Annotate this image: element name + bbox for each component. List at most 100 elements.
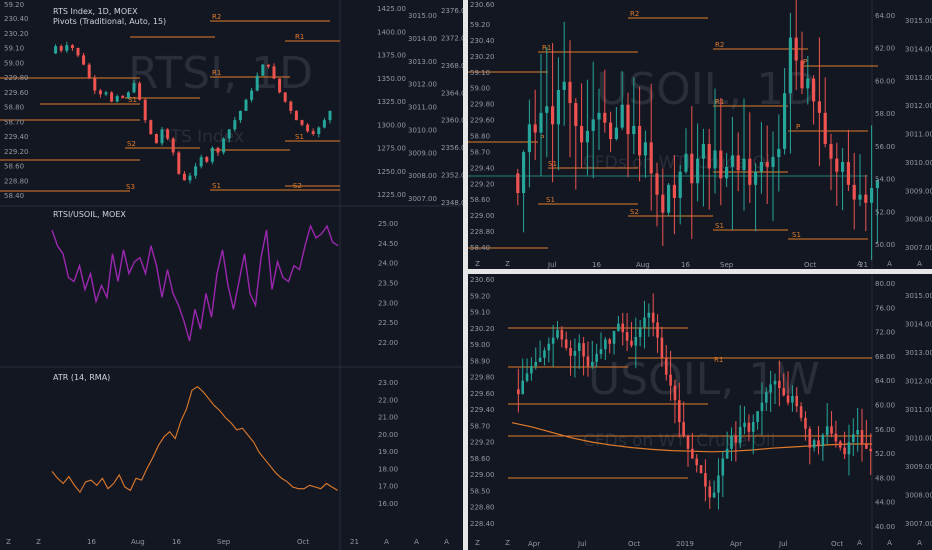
candle-body	[59, 46, 63, 51]
atr-axis-label: 21.00	[378, 414, 398, 422]
auto-scale-button-1[interactable]: A	[384, 537, 389, 546]
pivot-level-label: R1	[295, 33, 304, 41]
right-bottom-chart-canvas[interactable]: USOIL, 1W CFDs on WTI Crude Oil R1 230.6…	[468, 274, 932, 550]
candle-body	[322, 120, 326, 128]
auto-scale-button-2[interactable]: A	[887, 538, 892, 547]
zoom-button-2[interactable]: Z	[505, 259, 510, 268]
zoom-button-1[interactable]: Z	[475, 259, 480, 268]
candle-body	[756, 411, 759, 423]
candle-body	[788, 37, 792, 94]
price-axis-label: 230.20	[470, 53, 495, 61]
candle-body	[556, 89, 560, 125]
price-axis-label: 1275.00	[377, 145, 406, 153]
candle-body	[614, 127, 618, 140]
candle-body	[551, 106, 555, 125]
right-top-chart-canvas[interactable]: USOIL, 1D CFDs on WTI Crude Oil R2R1R2PR…	[468, 0, 932, 269]
candle-body	[210, 147, 214, 162]
left-chart-panel[interactable]: RTSI, 1D RTS Index R2 R1 R1 S1 S1 S2 S3 S1 S2 59…	[0, 0, 463, 550]
candle-body	[76, 47, 80, 56]
pivot-level-label: R2	[630, 10, 639, 18]
horizontal-separator[interactable]	[468, 269, 932, 274]
candle-body	[825, 426, 829, 435]
price-axis-label: 3008.00	[905, 492, 932, 500]
candle-body	[87, 64, 91, 79]
candle-body	[852, 434, 855, 443]
candle-body	[138, 83, 142, 100]
candle-body	[568, 81, 572, 104]
candle-body	[638, 327, 642, 338]
candle-body	[182, 173, 186, 181]
zoom-button-1[interactable]: Z	[6, 537, 11, 546]
candle-body	[830, 426, 833, 434]
right-top-chart-panel[interactable]: USOIL, 1D CFDs on WTI Crude Oil R2R1R2PR…	[468, 0, 932, 269]
candle-body	[266, 64, 270, 67]
price-axis-label: 2356.00	[441, 144, 463, 152]
candle-body	[760, 402, 764, 412]
candle-body	[551, 337, 555, 344]
zoom-button-2[interactable]: Z	[36, 537, 41, 546]
candle-body	[569, 347, 572, 356]
pivot-level-label: S3	[126, 183, 135, 191]
auto-scale-button-3[interactable]: A	[917, 259, 922, 268]
price-axis-label: 3010.00	[408, 126, 437, 134]
candle-body	[104, 92, 108, 95]
auto-scale-button-3[interactable]: A	[444, 537, 449, 546]
price-axis-label: 230.60	[470, 276, 495, 284]
candle-body	[860, 429, 864, 444]
candle-body	[864, 194, 868, 203]
candle-body	[517, 389, 520, 395]
candle-body	[695, 458, 698, 466]
price-axis-label: 229.40	[470, 406, 495, 414]
ratio-axis-label: 23.50	[378, 280, 398, 288]
candle-body	[686, 435, 690, 449]
price-axis-label: 3009.00	[905, 463, 932, 471]
price-axis-label: 229.40	[470, 164, 495, 172]
pane3-title: ATR (14, RMA)	[53, 373, 110, 382]
auto-scale-button-1[interactable]: A	[857, 259, 862, 268]
auto-scale-button-2[interactable]: A	[414, 537, 419, 546]
price-axis-label: 58.00	[875, 110, 895, 118]
pivot-level-label: P	[796, 123, 800, 131]
price-axis-label: 60.00	[875, 402, 895, 410]
price-axis-label: 76.00	[875, 304, 895, 312]
candle-body	[632, 125, 636, 135]
price-axis-label: 64.00	[875, 377, 895, 385]
candle-body	[160, 129, 164, 144]
candle-body	[808, 428, 812, 448]
candle-body	[725, 448, 729, 459]
vertical-separator[interactable]	[463, 0, 468, 550]
candle-body	[672, 184, 676, 198]
candle-body	[278, 78, 282, 93]
candle-body	[93, 78, 97, 91]
candle-body	[799, 406, 803, 418]
candle-body	[759, 161, 763, 172]
candle-body	[869, 448, 872, 452]
right-bottom-chart-panel[interactable]: USOIL, 1W CFDs on WTI Crude Oil R1 230.6…	[468, 274, 932, 550]
auto-scale-button-2[interactable]: A	[887, 259, 892, 268]
price-axis-label: 3008.00	[905, 216, 932, 224]
price-axis-label: 229.60	[470, 390, 495, 398]
time-axis-label: 16	[172, 538, 181, 546]
price-axis-label: 68.00	[875, 353, 895, 361]
price-axis-label: 52.00	[875, 208, 895, 216]
price-axis-label: 62.00	[875, 45, 895, 53]
candle-body	[143, 99, 147, 121]
ratio-axis-label: 24.50	[378, 240, 398, 248]
zoom-button-2[interactable]: Z	[505, 538, 510, 547]
candle-body	[521, 380, 524, 395]
candle-body	[817, 440, 820, 447]
candle-body	[699, 465, 703, 474]
candle-body	[564, 339, 568, 348]
zoom-button-1[interactable]: Z	[475, 538, 480, 547]
candle-body	[682, 422, 685, 436]
candle-body	[626, 104, 630, 135]
price-axis-label: 1325.00	[377, 98, 406, 106]
candle-body	[591, 119, 595, 131]
candle-body	[660, 337, 664, 358]
candle-body	[289, 101, 293, 111]
price-axis-label: 3011.00	[905, 406, 932, 414]
auto-scale-button-1[interactable]: A	[857, 538, 862, 547]
auto-scale-button-3[interactable]: A	[917, 538, 922, 547]
price-axis-label: 52.00	[875, 450, 895, 458]
